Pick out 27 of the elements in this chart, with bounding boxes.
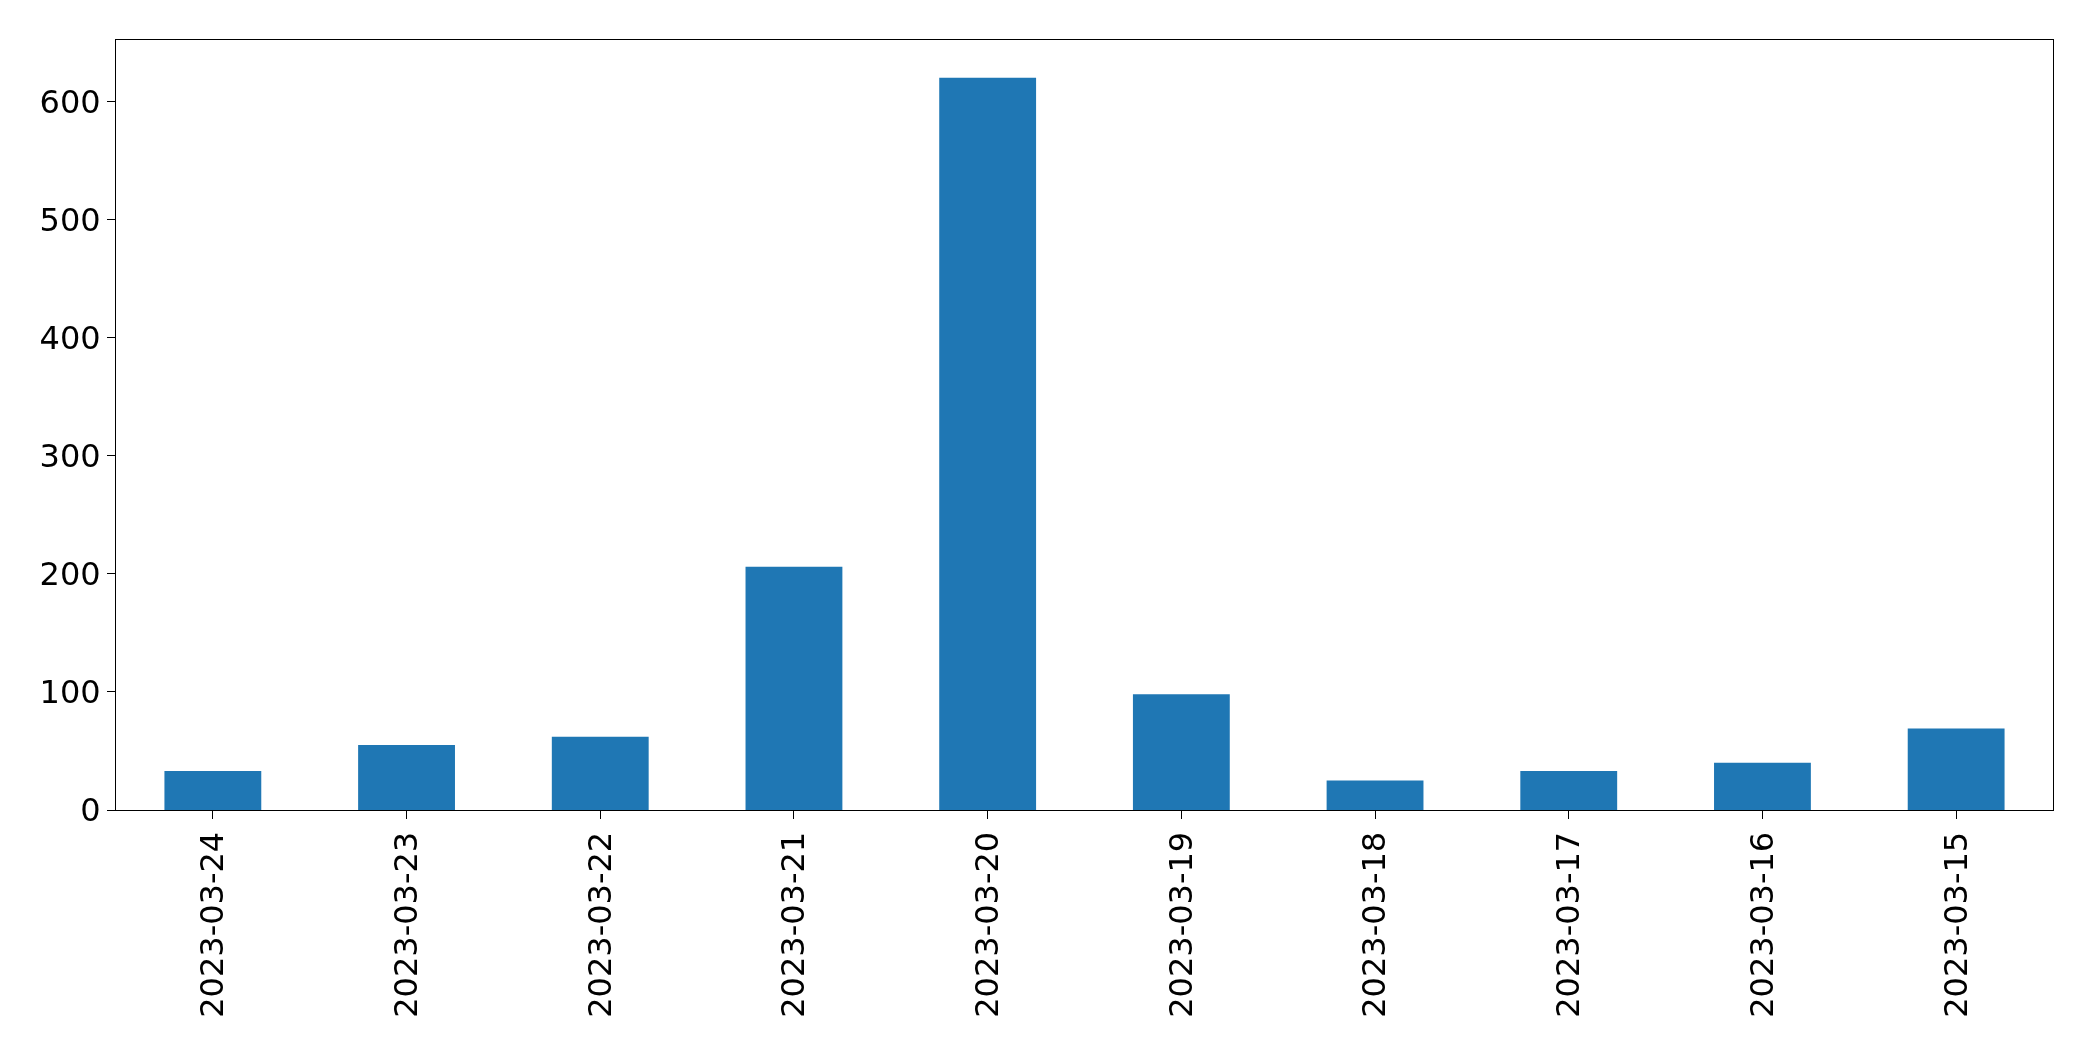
y-tick-label: 300	[39, 436, 101, 475]
x-tick-label: 2023-03-17	[1549, 831, 1588, 1018]
bar	[1326, 780, 1424, 810]
bar	[164, 771, 262, 810]
y-tick-label: 100	[39, 673, 101, 712]
x-tick-label: 2023-03-23	[386, 831, 425, 1018]
bar	[551, 736, 649, 810]
x-tick-label: 2023-03-24	[193, 831, 232, 1018]
bar	[1714, 762, 1811, 810]
bar	[1132, 694, 1230, 810]
bar	[745, 566, 843, 810]
y-tick-label: 500	[39, 200, 101, 239]
y-tick-label: 400	[39, 318, 101, 357]
bar	[939, 77, 1037, 810]
bar	[1520, 771, 1618, 810]
x-tick-label: 2023-03-19	[1161, 831, 1200, 1018]
x-tick-label: 2023-03-20	[968, 831, 1007, 1018]
x-tick-label: 2023-03-18	[1355, 831, 1394, 1018]
y-tick-label: 0	[80, 791, 101, 830]
y-tick-label: 200	[39, 555, 101, 593]
x-tick-label: 2023-03-16	[1742, 831, 1781, 1018]
x-tick-label: 2023-03-15	[1936, 831, 1975, 1018]
x-tick-label: 2023-03-21	[774, 831, 813, 1018]
bar	[358, 745, 455, 810]
bar	[1907, 728, 2005, 810]
x-tick-label: 2023-03-22	[580, 831, 619, 1018]
y-tick-label: 600	[39, 82, 101, 121]
